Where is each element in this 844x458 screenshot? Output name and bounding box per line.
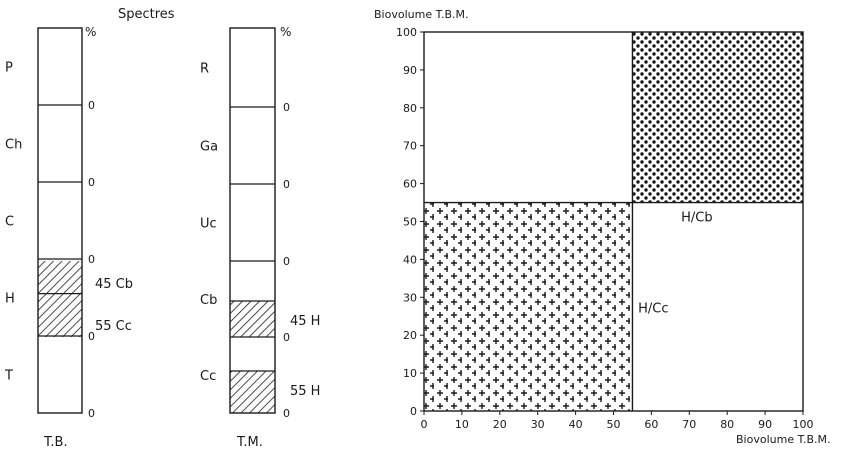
x-tick-label: 30 bbox=[531, 418, 545, 431]
zero-tick: 0 bbox=[283, 255, 290, 268]
y-axis-label: Biovolume T.B.M. bbox=[374, 8, 469, 21]
category-label: Uc bbox=[200, 217, 217, 232]
column-frame bbox=[229, 27, 276, 414]
category-label: T bbox=[4, 369, 13, 384]
zero-tick: 0 bbox=[88, 407, 95, 420]
category-label: Cb bbox=[200, 293, 217, 308]
annotation-55h: 55 H bbox=[290, 384, 320, 399]
category-label: R bbox=[200, 62, 209, 77]
y-tick-label: 70 bbox=[403, 140, 417, 153]
annotation-45cb: 45 Cb bbox=[95, 277, 133, 292]
category-label: H bbox=[5, 292, 15, 307]
region-label-h-cc: H/Cc bbox=[638, 301, 668, 316]
zero-tick: 0 bbox=[88, 253, 95, 266]
y-tick-label: 20 bbox=[403, 329, 417, 342]
x-tick-label: 70 bbox=[682, 418, 696, 431]
x-tick-label: 40 bbox=[569, 418, 583, 431]
region-label-h-cb: H/Cb bbox=[681, 211, 712, 226]
annotation-45h: 45 H bbox=[290, 314, 320, 329]
hatched-band-cb bbox=[230, 301, 275, 337]
x-tick-label: 80 bbox=[720, 418, 734, 431]
category-label: Ch bbox=[5, 138, 22, 153]
chart-biovolume: 0 10 20 30 40 50 60 70 80 90 100 0 10 20 30 40 50 60 70 80… bbox=[374, 8, 831, 446]
y-tick-label: 30 bbox=[403, 291, 417, 304]
zero-tick: 0 bbox=[88, 99, 95, 112]
category-label: Ga bbox=[200, 140, 218, 155]
x-tick-label: 60 bbox=[644, 418, 658, 431]
chart-tb: Spectres % P Ch C H T 0 0 0 0 0 45 Cb 55 Cc T.B. bbox=[4, 7, 175, 450]
chart-title: Spectres bbox=[118, 7, 175, 22]
column-frame bbox=[37, 27, 83, 414]
hatched-band bbox=[38, 261, 82, 337]
y-tick-label: 40 bbox=[403, 253, 417, 266]
y-tick-label: 50 bbox=[403, 216, 417, 229]
percent-label: % bbox=[85, 25, 96, 39]
y-tick-label: 60 bbox=[403, 178, 417, 191]
zero-tick: 0 bbox=[283, 331, 290, 344]
region-h-cc bbox=[424, 202, 633, 411]
chart-tm: % R Ga Uc Cb Cc 0 0 0 0 0 45 H 55 H T.M. bbox=[200, 25, 320, 450]
x-tick-label: 10 bbox=[455, 418, 469, 431]
percent-label: % bbox=[280, 25, 291, 39]
y-tick-label: 100 bbox=[396, 26, 417, 39]
category-label: Cc bbox=[200, 369, 216, 384]
region-h-cb bbox=[632, 32, 803, 203]
annotation-55cc: 55 Cc bbox=[95, 319, 132, 334]
x-tick-label: 50 bbox=[607, 418, 621, 431]
y-tick-label: 10 bbox=[403, 367, 417, 380]
x-tick-label: 0 bbox=[421, 418, 428, 431]
zero-tick: 0 bbox=[283, 101, 290, 114]
x-tick-label: 100 bbox=[793, 418, 814, 431]
x-label-tm: T.M. bbox=[236, 435, 263, 450]
category-label: C bbox=[5, 215, 14, 230]
zero-tick: 0 bbox=[88, 330, 95, 343]
y-tick-label: 80 bbox=[403, 102, 417, 115]
y-tick-label: 0 bbox=[410, 405, 417, 418]
x-axis-label: Biovolume T.B.M. bbox=[736, 433, 831, 446]
x-label-tb: T.B. bbox=[43, 435, 68, 450]
x-tick-label: 90 bbox=[758, 418, 772, 431]
x-tick-label: 20 bbox=[493, 418, 507, 431]
y-tick-label: 90 bbox=[403, 64, 417, 77]
zero-tick: 0 bbox=[283, 178, 290, 191]
zero-tick: 0 bbox=[88, 176, 95, 189]
category-label: P bbox=[5, 61, 13, 76]
zero-tick: 0 bbox=[283, 407, 290, 420]
hatched-band-cc bbox=[230, 371, 275, 413]
